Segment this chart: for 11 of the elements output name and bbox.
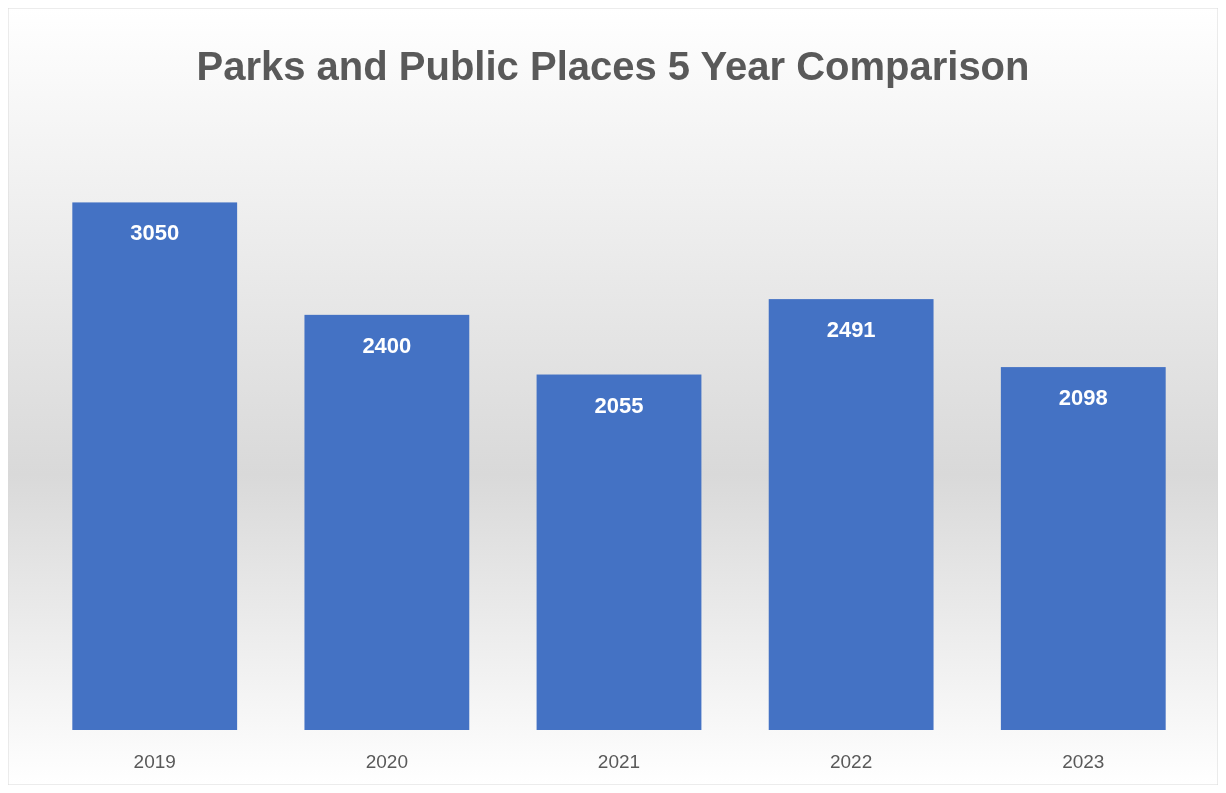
data-label: 2400	[362, 332, 412, 358]
data-label: 2055	[594, 392, 644, 418]
data-label: 3050	[130, 220, 180, 246]
data-label: 2491	[826, 317, 876, 343]
x-tick-label: 2023	[1062, 751, 1105, 772]
x-tick-label: 2020	[365, 751, 409, 772]
data-label: 2098	[1058, 385, 1108, 411]
x-tick-label: 2022	[829, 751, 873, 772]
x-tick-label: 2021	[597, 751, 641, 772]
chart-title: Parks and Public Places 5 Year Comparison	[196, 44, 1030, 88]
x-tick-label: 2019	[133, 751, 176, 772]
